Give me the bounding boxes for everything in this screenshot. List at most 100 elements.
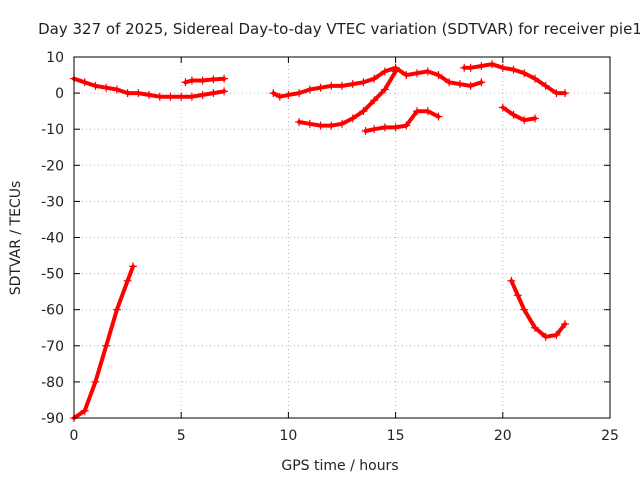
series-arc-9	[507, 276, 569, 341]
y-tick-label: -50	[41, 267, 64, 283]
axis-ticks: 0 5 10 15 20 25 10 0 -10 -20 -30 -40 -50 -60 -70 -80 -90	[41, 50, 619, 444]
series-arc-7	[460, 60, 569, 98]
data-point	[520, 116, 529, 125]
data-point	[513, 291, 522, 300]
y-tick-label: -40	[41, 231, 64, 247]
data-point	[370, 96, 379, 105]
y-axis-label: SDTVAR / TECUs	[8, 181, 24, 296]
y-tick-label: -90	[41, 411, 64, 427]
data-point	[145, 90, 154, 99]
data-point	[112, 305, 121, 314]
y-tick-label: 10	[46, 50, 64, 66]
x-tick-label: 10	[279, 428, 297, 444]
data-series	[70, 60, 569, 422]
series-arc-5	[295, 67, 400, 130]
series-arc-2	[70, 74, 229, 101]
data-point	[275, 92, 284, 101]
data-point	[509, 65, 518, 74]
data-point	[269, 89, 278, 98]
data-point	[552, 330, 561, 339]
data-point	[380, 85, 389, 94]
data-point	[488, 60, 497, 69]
data-point	[560, 320, 569, 329]
data-point	[128, 262, 137, 271]
series-arc-3	[181, 74, 229, 87]
x-tick-label: 0	[70, 428, 79, 444]
data-point	[155, 92, 164, 101]
data-point	[187, 76, 196, 85]
x-tick-label: 15	[387, 428, 405, 444]
data-point	[112, 85, 121, 94]
data-point	[80, 406, 89, 415]
data-point	[166, 92, 175, 101]
data-point	[445, 78, 454, 87]
data-point	[391, 67, 400, 76]
data-point	[361, 127, 370, 136]
data-point	[91, 377, 100, 386]
series-line	[500, 105, 537, 123]
series-line	[297, 69, 398, 128]
y-tick-label: -20	[41, 158, 64, 174]
data-point	[507, 276, 516, 285]
data-point	[477, 78, 486, 87]
data-point	[316, 83, 325, 92]
data-point	[359, 78, 368, 87]
data-point	[123, 89, 132, 98]
plot-frame	[73, 56, 611, 419]
data-point	[348, 114, 357, 123]
y-tick-label: -30	[41, 194, 64, 210]
data-point	[530, 114, 539, 123]
data-point	[102, 341, 111, 350]
series-arc-6	[361, 107, 443, 136]
y-tick-label: -10	[41, 122, 64, 138]
data-point	[284, 90, 293, 99]
data-point	[380, 123, 389, 132]
x-tick-label: 25	[601, 428, 619, 444]
data-point	[541, 332, 550, 341]
data-point	[220, 74, 229, 83]
data-point	[316, 121, 325, 130]
chart-title: Day 327 of 2025, Sidereal Day-to-day VTE…	[38, 20, 640, 38]
data-point	[80, 78, 89, 87]
data-point	[327, 81, 336, 90]
data-point	[520, 305, 529, 314]
data-point	[295, 117, 304, 126]
data-point	[423, 107, 432, 116]
data-point	[209, 89, 218, 98]
data-point	[305, 119, 314, 128]
data-point	[209, 75, 218, 84]
data-point	[530, 323, 539, 332]
data-point	[181, 78, 190, 87]
data-point	[509, 110, 518, 119]
data-point	[413, 69, 422, 78]
data-point	[305, 85, 314, 94]
data-point	[466, 63, 475, 72]
data-point	[498, 63, 507, 72]
data-point	[327, 121, 336, 130]
data-point	[391, 123, 400, 132]
data-point	[477, 62, 486, 71]
x-tick-label: 20	[494, 428, 512, 444]
data-point	[177, 92, 186, 101]
data-point	[359, 107, 368, 116]
x-tick-label: 5	[177, 428, 186, 444]
series-arc-4	[269, 63, 486, 101]
data-point	[220, 87, 229, 96]
data-point	[102, 83, 111, 92]
data-point	[338, 81, 346, 90]
series-line	[462, 62, 567, 96]
data-point	[455, 80, 464, 89]
data-point	[402, 71, 411, 80]
data-point	[560, 89, 569, 98]
data-point	[370, 74, 379, 83]
series-line	[72, 264, 135, 420]
x-axis-label: GPS time / hours	[281, 458, 398, 474]
y-tick-label: -70	[41, 339, 64, 355]
data-point	[466, 81, 475, 90]
data-point	[198, 76, 207, 85]
data-point	[402, 121, 411, 130]
data-point	[541, 81, 550, 90]
data-point	[423, 67, 432, 76]
series-arc-8	[498, 103, 539, 125]
